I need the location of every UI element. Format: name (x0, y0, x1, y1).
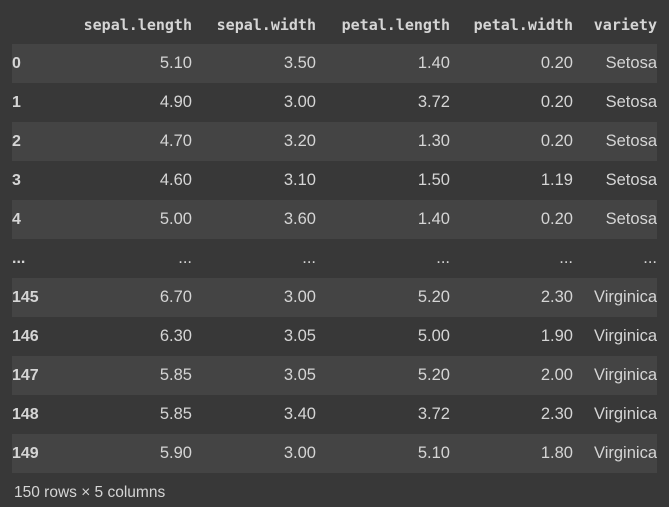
row-index: 3 (12, 171, 21, 189)
row-index: 0 (12, 54, 21, 72)
row-index: 147 (12, 366, 39, 384)
table-row: 147 5.85 3.05 5.20 2.00 Virginica (12, 356, 657, 395)
table-row: 146 6.30 3.05 5.00 1.90 Virginica (12, 317, 657, 356)
cell-sepal-length: ... (178, 249, 192, 267)
cell-sepal-width: 3.10 (283, 171, 316, 189)
cell-petal-length: 5.10 (417, 444, 450, 462)
table-row: 145 6.70 3.00 5.20 2.30 Virginica (12, 278, 657, 317)
cell-petal-length: 1.40 (417, 210, 450, 228)
cell-petal-width: 0.20 (540, 54, 573, 72)
table-row: 1 4.90 3.00 3.72 0.20 Setosa (12, 83, 657, 122)
cell-petal-length: 3.72 (417, 93, 450, 111)
cell-variety: Setosa (605, 171, 657, 189)
cell-petal-width: 2.00 (540, 366, 573, 384)
cell-petal-length: 1.40 (417, 54, 450, 72)
cell-variety: ... (643, 249, 657, 267)
cell-variety: Setosa (605, 93, 657, 111)
cell-petal-width: 0.20 (540, 132, 573, 150)
cell-petal-width: 2.30 (540, 405, 573, 423)
cell-sepal-length: 6.70 (159, 288, 192, 306)
cell-variety: Virginica (594, 405, 657, 423)
table-row: 149 5.90 3.00 5.10 1.80 Virginica (12, 434, 657, 473)
cell-petal-width: ... (559, 249, 573, 267)
row-index: 145 (12, 288, 39, 306)
cell-sepal-length: 5.85 (159, 405, 192, 423)
cell-sepal-length: 4.60 (159, 171, 192, 189)
cell-variety: Virginica (594, 366, 657, 384)
column-header-variety: variety (593, 16, 657, 34)
row-index: 149 (12, 444, 39, 462)
row-index: 148 (12, 405, 39, 423)
row-index: 1 (12, 93, 21, 111)
cell-sepal-width: 3.20 (283, 132, 316, 150)
cell-petal-width: 0.20 (540, 93, 573, 111)
cell-sepal-width: 3.40 (283, 405, 316, 423)
column-header-sepal-width: sepal.width (216, 16, 316, 34)
cell-petal-width: 1.19 (540, 171, 573, 189)
table-row: 2 4.70 3.20 1.30 0.20 Setosa (12, 122, 657, 161)
cell-petal-width: 2.30 (540, 288, 573, 306)
cell-petal-length: 1.30 (417, 132, 450, 150)
cell-sepal-length: 5.10 (159, 54, 192, 72)
row-index: 4 (12, 210, 21, 228)
table-row: 3 4.60 3.10 1.50 1.19 Setosa (12, 161, 657, 200)
cell-sepal-width: 3.05 (283, 366, 316, 384)
dataframe-table: sepal.length sepal.width petal.length pe… (12, 6, 657, 473)
column-header-sepal-length: sepal.length (83, 16, 192, 34)
table-row: 148 5.85 3.40 3.72 2.30 Virginica (12, 395, 657, 434)
cell-petal-length: 1.50 (417, 171, 450, 189)
cell-petal-length: 5.20 (417, 366, 450, 384)
cell-sepal-width: 3.00 (283, 93, 316, 111)
table-shape-summary: 150 rows × 5 columns (14, 484, 166, 501)
cell-sepal-length: 6.30 (159, 327, 192, 345)
cell-sepal-width: 3.00 (283, 444, 316, 462)
column-header-petal-length: petal.length (341, 16, 450, 34)
index-header (12, 6, 62, 44)
row-index: 146 (12, 327, 39, 345)
column-header-petal-width: petal.width (473, 16, 573, 34)
cell-sepal-width: 3.50 (283, 54, 316, 72)
cell-sepal-width: 3.05 (283, 327, 316, 345)
cell-petal-length: ... (436, 249, 450, 267)
cell-petal-length: 3.72 (417, 405, 450, 423)
cell-petal-width: 0.20 (540, 210, 573, 228)
cell-sepal-length: 5.90 (159, 444, 192, 462)
ellipsis-row: ... ... ... ... ... ... (12, 239, 657, 278)
header-row: sepal.length sepal.width petal.length pe… (12, 6, 657, 44)
table-row: 0 5.10 3.50 1.40 0.20 Setosa (12, 44, 657, 83)
table-row: 4 5.00 3.60 1.40 0.20 Setosa (12, 200, 657, 239)
cell-variety: Setosa (605, 54, 657, 72)
cell-variety: Setosa (605, 132, 657, 150)
cell-variety: Virginica (594, 327, 657, 345)
cell-sepal-width: 3.60 (283, 210, 316, 228)
cell-sepal-length: 5.00 (159, 210, 192, 228)
cell-sepal-length: 4.90 (159, 93, 192, 111)
cell-sepal-length: 4.70 (159, 132, 192, 150)
cell-sepal-width: 3.00 (283, 288, 316, 306)
cell-variety: Virginica (594, 444, 657, 462)
cell-variety: Setosa (605, 210, 657, 228)
cell-petal-width: 1.90 (540, 327, 573, 345)
cell-petal-width: 1.80 (540, 444, 573, 462)
cell-sepal-length: 5.85 (159, 366, 192, 384)
cell-variety: Virginica (594, 288, 657, 306)
row-index: ... (12, 249, 26, 267)
cell-petal-length: 5.20 (417, 288, 450, 306)
cell-petal-length: 5.00 (417, 327, 450, 345)
row-index: 2 (12, 132, 21, 150)
cell-sepal-width: ... (302, 249, 316, 267)
